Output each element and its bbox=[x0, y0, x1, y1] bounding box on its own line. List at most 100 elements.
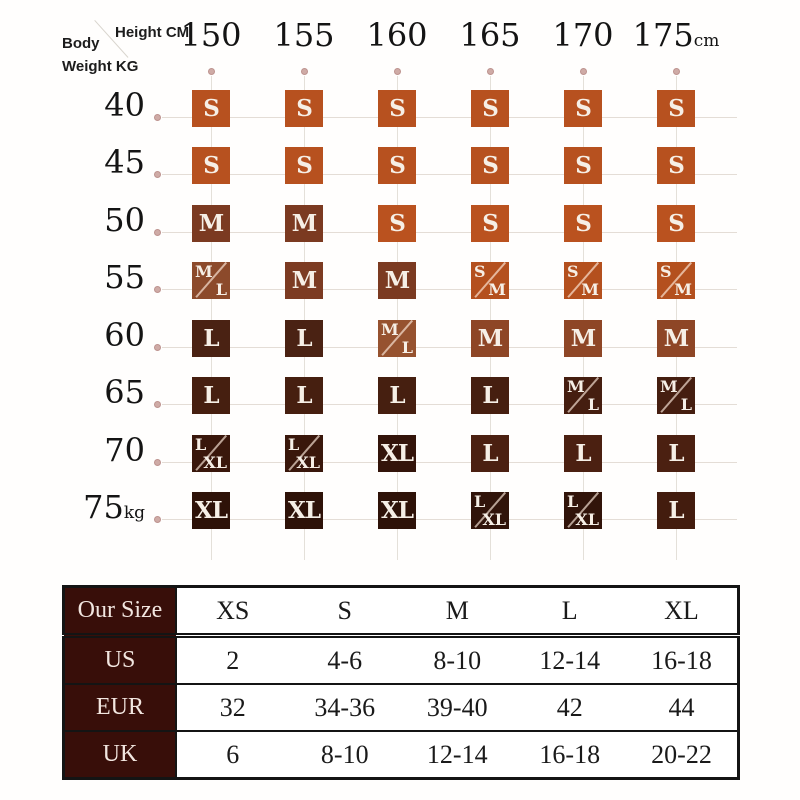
weight-row-label: 75kg bbox=[83, 488, 145, 526]
size-cell-label: M bbox=[198, 210, 224, 237]
size-cell: S bbox=[378, 205, 416, 242]
size-cell: L bbox=[471, 377, 509, 414]
conversion-row-eur: EUR 32 34-36 39-40 42 44 bbox=[63, 684, 739, 732]
column-marker-dot bbox=[672, 68, 680, 75]
size-cell-label: XL bbox=[380, 497, 414, 524]
conversion-value: 4-6 bbox=[288, 635, 401, 685]
size-cell-label: M bbox=[381, 320, 399, 339]
size-cell: M bbox=[657, 320, 695, 357]
size-cell: L XL bbox=[285, 434, 323, 472]
conversion-value: M bbox=[401, 586, 514, 638]
size-cell-label: L bbox=[668, 497, 684, 524]
size-cell-label: S bbox=[389, 152, 406, 179]
size-cell-label: L bbox=[195, 435, 207, 454]
body-axis-label: Body bbox=[62, 35, 100, 52]
row-marker-dot bbox=[154, 459, 161, 466]
size-cell: S bbox=[471, 205, 509, 242]
grid-column-line bbox=[583, 76, 584, 560]
size-cell-label: S bbox=[575, 210, 592, 237]
column-marker-dot bbox=[300, 68, 308, 75]
size-cell: XL bbox=[192, 492, 230, 529]
conversion-value: 20-22 bbox=[626, 731, 739, 779]
size-cell: M bbox=[285, 262, 323, 299]
size-cell-label: XL bbox=[203, 453, 227, 472]
conversion-value: 34-36 bbox=[288, 684, 401, 732]
size-cell-label: XL bbox=[482, 510, 506, 529]
weight-row-label: 70 bbox=[104, 431, 145, 469]
size-cell-label: XL bbox=[575, 510, 599, 529]
grid-column-line bbox=[304, 76, 305, 560]
conversion-value: 2 bbox=[176, 635, 289, 685]
column-marker-dot bbox=[207, 68, 215, 75]
size-cell-label: S bbox=[296, 95, 313, 122]
size-cell: L XL bbox=[471, 491, 509, 529]
size-cell: L bbox=[285, 320, 323, 357]
conversion-value: XS bbox=[176, 586, 289, 638]
conversion-row-header: UK bbox=[63, 731, 177, 779]
conversion-value: 16-18 bbox=[513, 731, 626, 779]
grid-row-line bbox=[162, 117, 737, 118]
size-cell-label: M bbox=[567, 377, 585, 396]
weight-unit-label: kg bbox=[123, 503, 145, 523]
size-cell: L bbox=[378, 377, 416, 414]
size-cell: S bbox=[564, 205, 602, 242]
size-cell-label: M bbox=[488, 280, 506, 299]
grid-row-line bbox=[162, 462, 737, 463]
conversion-value: 12-14 bbox=[513, 635, 626, 685]
size-cell: S bbox=[192, 147, 230, 184]
size-cell: XL bbox=[378, 492, 416, 529]
size-cell-label: M bbox=[195, 262, 213, 281]
size-cell: L bbox=[564, 435, 602, 472]
size-cell-label: L bbox=[587, 395, 599, 414]
grid-column-line bbox=[211, 76, 212, 560]
conversion-value: XL bbox=[626, 586, 739, 638]
size-cell-label: L bbox=[296, 325, 312, 352]
size-cell-label: M bbox=[663, 325, 689, 352]
size-cell-label: XL bbox=[380, 440, 414, 467]
size-cell-label: M bbox=[660, 377, 678, 396]
grid-row-line bbox=[162, 347, 737, 348]
size-cell-label: S bbox=[482, 95, 499, 122]
size-cell-label: L bbox=[203, 382, 219, 409]
height-column-header: 160 bbox=[366, 16, 428, 54]
size-cell-label: M bbox=[384, 267, 410, 294]
size-cell: S bbox=[471, 90, 509, 127]
conversion-value: 8-10 bbox=[401, 635, 514, 685]
size-cell-label: S bbox=[482, 210, 499, 237]
conversion-value: 12-14 bbox=[401, 731, 514, 779]
size-cell: S bbox=[192, 90, 230, 127]
size-cell-label: L bbox=[474, 492, 486, 511]
size-cell: XL bbox=[378, 435, 416, 472]
conversion-row-uk: UK 6 8-10 12-14 16-18 20-22 bbox=[63, 731, 739, 779]
size-cell-label: L bbox=[296, 382, 312, 409]
column-marker-dot bbox=[393, 68, 401, 75]
row-marker-dot bbox=[154, 344, 161, 351]
size-cell: L bbox=[192, 320, 230, 357]
size-cell: L XL bbox=[192, 434, 230, 472]
weight-row-label: 50 bbox=[104, 201, 145, 239]
size-cell: S bbox=[471, 147, 509, 184]
row-marker-dot bbox=[154, 229, 161, 236]
conversion-value: S bbox=[288, 586, 401, 638]
grid-row-line bbox=[162, 174, 737, 175]
weight-row-label: 65 bbox=[104, 373, 145, 411]
size-cell-label: M bbox=[570, 325, 596, 352]
conversion-row-us: US 2 4-6 8-10 12-14 16-18 bbox=[63, 635, 739, 685]
conversion-value: 42 bbox=[513, 684, 626, 732]
size-cell-label: S bbox=[567, 262, 579, 281]
size-conversion-table: Our Size XS S M L XL US 2 4-6 8-10 12-14 16-18 EUR 32… bbox=[62, 585, 740, 780]
size-cell-label: L bbox=[482, 382, 498, 409]
size-cell: S bbox=[657, 90, 695, 127]
conversion-value: L bbox=[513, 586, 626, 638]
row-marker-dot bbox=[154, 171, 161, 178]
size-cell-label: S bbox=[203, 152, 220, 179]
size-cell: M bbox=[471, 320, 509, 357]
conversion-value: 6 bbox=[176, 731, 289, 779]
size-cell-label: S bbox=[668, 152, 685, 179]
